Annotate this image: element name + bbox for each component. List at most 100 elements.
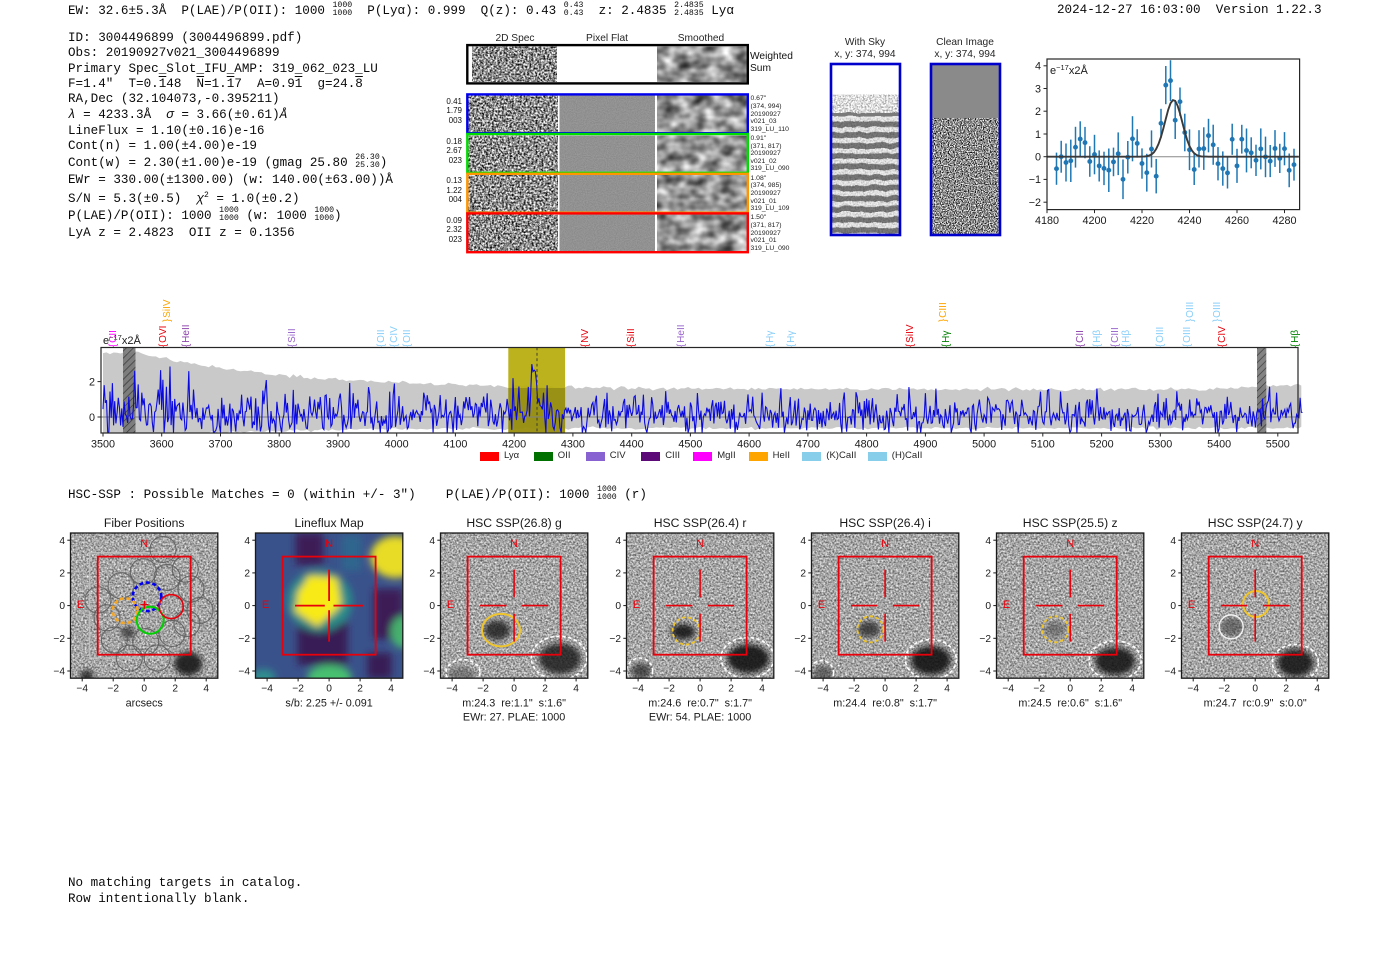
svg-text:−2: −2 bbox=[107, 684, 119, 695]
svg-text:0: 0 bbox=[985, 601, 991, 612]
svg-text:m:24.5 re:0.6" s:1.6": m:24.5 re:0.6" s:1.6" bbox=[1018, 698, 1122, 710]
svg-text:−4: −4 bbox=[609, 667, 621, 678]
svg-text:2: 2 bbox=[615, 569, 621, 580]
svg-text:−4: −4 bbox=[817, 684, 829, 695]
svg-text:N: N bbox=[1066, 538, 1074, 550]
svg-text:E: E bbox=[1188, 599, 1195, 611]
svg-text:0: 0 bbox=[882, 684, 888, 695]
svg-text:2: 2 bbox=[172, 684, 178, 695]
svg-text:e−17x2Å: e−17x2Å bbox=[1050, 63, 1088, 78]
svg-text:0: 0 bbox=[1035, 152, 1041, 164]
svg-text:E: E bbox=[633, 599, 640, 611]
svg-text:2: 2 bbox=[89, 376, 95, 388]
svg-text:−4: −4 bbox=[794, 667, 806, 678]
svg-text:−2: −2 bbox=[1164, 634, 1176, 645]
svg-text:−4: −4 bbox=[261, 684, 273, 695]
svg-text:−2: −2 bbox=[848, 684, 860, 695]
svg-text:5400: 5400 bbox=[1207, 439, 1231, 451]
svg-text:3600: 3600 bbox=[150, 439, 174, 451]
svg-text:EWr: 27. PLAE: 1000: EWr: 27. PLAE: 1000 bbox=[463, 712, 565, 724]
svg-text:Fiber Positions: Fiber Positions bbox=[104, 516, 185, 530]
svg-text:2: 2 bbox=[728, 684, 734, 695]
svg-text:0: 0 bbox=[697, 684, 703, 695]
svg-text:−2: −2 bbox=[663, 684, 675, 695]
svg-text:−4: −4 bbox=[446, 684, 458, 695]
svg-text:0: 0 bbox=[326, 684, 332, 695]
svg-text:2: 2 bbox=[59, 569, 65, 580]
svg-text:E: E bbox=[818, 599, 825, 611]
svg-text:m:24.3 re:1.1" s:1.6": m:24.3 re:1.1" s:1.6" bbox=[462, 698, 566, 710]
svg-text:s/b: 2.25 +/- 0.091: s/b: 2.25 +/- 0.091 bbox=[285, 698, 372, 710]
svg-text:m:24.6 re:0.7" s:1.7": m:24.6 re:0.7" s:1.7" bbox=[648, 698, 752, 710]
svg-text:4: 4 bbox=[203, 684, 209, 695]
svg-text:2: 2 bbox=[429, 569, 435, 580]
svg-text:m:24.7 rc:0.9" s:0.0": m:24.7 rc:0.9" s:0.0" bbox=[1204, 698, 1307, 710]
svg-text:4: 4 bbox=[1314, 684, 1320, 695]
svg-text:0: 0 bbox=[511, 684, 517, 695]
svg-text:2: 2 bbox=[1098, 684, 1104, 695]
svg-text:5000: 5000 bbox=[972, 439, 996, 451]
svg-text:N: N bbox=[510, 538, 518, 550]
svg-text:3: 3 bbox=[1035, 83, 1041, 95]
svg-text:4: 4 bbox=[244, 536, 250, 547]
svg-text:−4: −4 bbox=[423, 667, 435, 678]
svg-text:−1: −1 bbox=[1029, 174, 1041, 186]
svg-text:4280: 4280 bbox=[1272, 215, 1296, 227]
svg-text:arcsecs: arcsecs bbox=[126, 698, 164, 710]
svg-text:−4: −4 bbox=[632, 684, 644, 695]
svg-text:0: 0 bbox=[1252, 684, 1258, 695]
svg-text:0: 0 bbox=[1170, 601, 1176, 612]
svg-text:4300: 4300 bbox=[561, 439, 585, 451]
svg-text:4: 4 bbox=[1035, 61, 1041, 73]
svg-text:4700: 4700 bbox=[796, 439, 820, 451]
svg-text:4: 4 bbox=[800, 536, 806, 547]
svg-text:5100: 5100 bbox=[1031, 439, 1055, 451]
svg-text:4240: 4240 bbox=[1177, 215, 1201, 227]
svg-text:0: 0 bbox=[59, 601, 65, 612]
svg-text:0: 0 bbox=[89, 412, 95, 424]
svg-text:−4: −4 bbox=[238, 667, 250, 678]
svg-text:−2: −2 bbox=[794, 634, 806, 645]
svg-text:−2: −2 bbox=[1218, 684, 1230, 695]
svg-text:4: 4 bbox=[759, 684, 765, 695]
svg-text:HSC SSP(24.7) y: HSC SSP(24.7) y bbox=[1208, 516, 1304, 530]
svg-text:−2: −2 bbox=[53, 634, 65, 645]
svg-text:4200: 4200 bbox=[502, 439, 526, 451]
svg-text:4: 4 bbox=[573, 684, 579, 695]
svg-text:0: 0 bbox=[141, 684, 147, 695]
svg-text:3700: 3700 bbox=[208, 439, 232, 451]
svg-text:4800: 4800 bbox=[855, 439, 879, 451]
svg-text:3800: 3800 bbox=[267, 439, 291, 451]
svg-text:4180: 4180 bbox=[1035, 215, 1059, 227]
svg-text:4900: 4900 bbox=[913, 439, 937, 451]
svg-text:E: E bbox=[447, 599, 454, 611]
svg-text:4: 4 bbox=[388, 684, 394, 695]
svg-text:−4: −4 bbox=[979, 667, 991, 678]
svg-text:2: 2 bbox=[985, 569, 991, 580]
svg-text:Lineflux Map: Lineflux Map bbox=[295, 516, 364, 530]
svg-text:5200: 5200 bbox=[1090, 439, 1114, 451]
svg-text:0: 0 bbox=[429, 601, 435, 612]
svg-text:−4: −4 bbox=[1187, 684, 1199, 695]
svg-text:4: 4 bbox=[429, 536, 435, 547]
svg-text:4: 4 bbox=[944, 684, 950, 695]
svg-text:2: 2 bbox=[542, 684, 548, 695]
svg-text:0: 0 bbox=[800, 601, 806, 612]
svg-text:−2: −2 bbox=[1029, 197, 1041, 209]
svg-text:−4: −4 bbox=[76, 684, 88, 695]
svg-text:4400: 4400 bbox=[620, 439, 644, 451]
svg-text:4: 4 bbox=[985, 536, 991, 547]
svg-text:4600: 4600 bbox=[737, 439, 761, 451]
svg-text:E: E bbox=[77, 599, 84, 611]
svg-text:2: 2 bbox=[800, 569, 806, 580]
svg-text:−4: −4 bbox=[1164, 667, 1176, 678]
svg-text:4000: 4000 bbox=[385, 439, 409, 451]
svg-text:2: 2 bbox=[357, 684, 363, 695]
svg-text:HSC SSP(26.8) g: HSC SSP(26.8) g bbox=[466, 516, 562, 530]
svg-text:3500: 3500 bbox=[91, 439, 115, 451]
svg-text:EWr: 54. PLAE: 1000: EWr: 54. PLAE: 1000 bbox=[649, 712, 751, 724]
svg-text:4: 4 bbox=[615, 536, 621, 547]
svg-text:3900: 3900 bbox=[326, 439, 350, 451]
svg-text:−2: −2 bbox=[609, 634, 621, 645]
svg-text:m:24.4 re:0.8" s:1.7": m:24.4 re:0.8" s:1.7" bbox=[833, 698, 937, 710]
